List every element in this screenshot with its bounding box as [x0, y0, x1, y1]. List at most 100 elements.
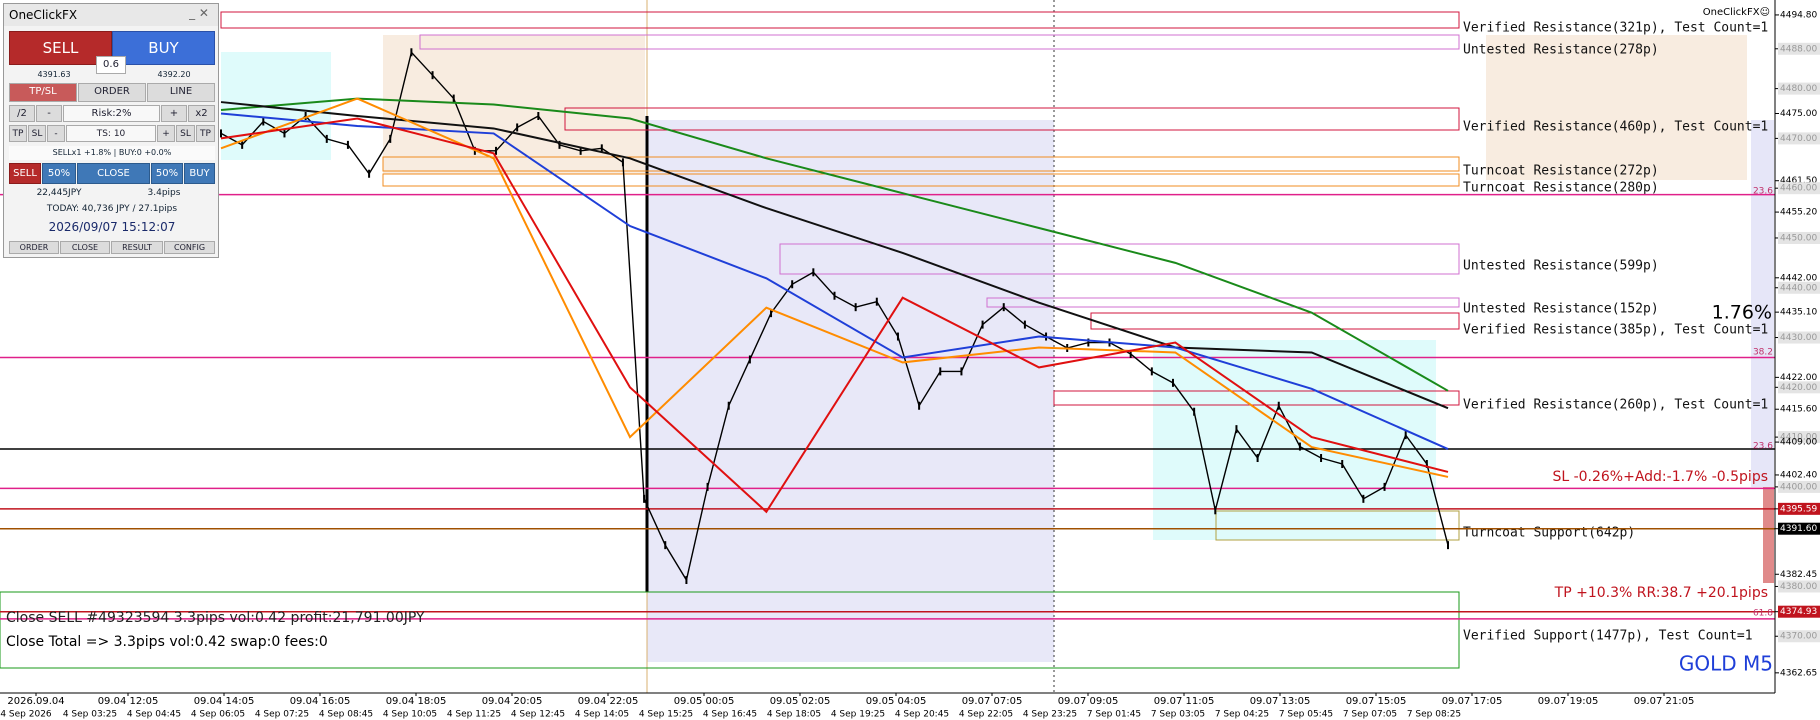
zone-label: Verified Resistance(460p), Test Count=1 — [1463, 120, 1768, 135]
time-label: 09.07 09:05 — [1058, 696, 1119, 707]
button[interactable]: SL — [28, 125, 46, 142]
time-label: 4 Sep 2026 — [0, 710, 52, 720]
price-label: 4420.00 — [1780, 383, 1817, 393]
shade — [1751, 120, 1774, 487]
time-label: 4 Sep 20:45 — [895, 710, 949, 720]
zone-label: Turncoat Support(642p) — [1463, 526, 1635, 541]
zone-box — [0, 591, 1460, 669]
time-label: 09.07 19:05 — [1538, 696, 1599, 707]
button[interactable]: x2 — [188, 105, 215, 122]
time-label: 7 Sep 05:45 — [1279, 710, 1333, 720]
shade — [1763, 487, 1774, 583]
bid: 4391.63 — [37, 70, 71, 79]
price-label: 4391.60 — [1780, 524, 1817, 534]
zone-label: Turncoat Resistance(280p) — [1463, 181, 1659, 196]
time-label: 09.04 12:05 — [98, 696, 159, 707]
footer-button[interactable]: CLOSE — [60, 241, 110, 254]
tab[interactable]: TP/SL — [9, 83, 77, 102]
shade — [1486, 35, 1747, 180]
time-label: 4 Sep 19:25 — [831, 710, 885, 720]
button[interactable]: /2 — [9, 105, 35, 122]
sell-button[interactable]: SELL — [9, 31, 112, 65]
moving-average — [220, 112, 1449, 450]
footer-button[interactable]: CONFIG — [164, 241, 215, 254]
button[interactable]: - — [36, 105, 62, 122]
price-label-box — [1778, 132, 1820, 145]
time-label: 4 Sep 06:05 — [191, 710, 245, 720]
time-label: 09.04 18:05 — [386, 696, 447, 707]
time-label: 4 Sep 22:05 — [959, 710, 1013, 720]
risk-input[interactable]: Risk:2% — [63, 105, 160, 122]
risk-percent: 1.76% — [1712, 302, 1772, 324]
button[interactable]: + — [161, 105, 187, 122]
close-buy[interactable]: BUY — [184, 163, 215, 184]
price-label: 4380.00 — [1780, 582, 1817, 592]
price-label-box — [1778, 331, 1820, 344]
price-label-box — [1778, 281, 1820, 294]
time-label: 4 Sep 14:05 — [575, 710, 629, 720]
footer-button[interactable]: ORDER — [9, 241, 59, 254]
time-label: 09.07 13:05 — [1250, 696, 1311, 707]
close-half[interactable]: 50% — [151, 163, 183, 184]
indicator-name: OneClickFX☺ — [1703, 7, 1770, 18]
price-label: 4440.00 — [1780, 283, 1817, 293]
trade-panel: OneClickFX _ ✕ SELL BUY 0.6 4391.63 4392… — [3, 3, 219, 258]
time-label: 2026.09.04 — [7, 696, 64, 707]
footer-button[interactable]: RESULT — [111, 241, 163, 254]
close-half[interactable]: 50% — [42, 163, 76, 184]
close-all[interactable]: CLOSE — [77, 163, 150, 184]
clock: 2026/09/07 15:12:07 — [48, 220, 176, 234]
buy-button[interactable]: BUY — [112, 31, 215, 65]
sl-text: SL -0.26%+Add:-1.7% -0.5pips — [1552, 469, 1768, 485]
button[interactable]: TP — [196, 125, 215, 142]
today: TODAY: 40,736 JPY / 27.1pips — [46, 204, 178, 214]
ts-input[interactable]: TS: 10 — [66, 125, 156, 142]
zone-box — [564, 107, 1460, 131]
symbol: GOLD M5 — [1679, 652, 1773, 676]
button[interactable]: SL — [176, 125, 195, 142]
zone-label: Verified Support(1477p), Test Count=1 — [1463, 629, 1753, 644]
price-label: 4382.45 — [1780, 570, 1817, 580]
time-label: 09.05 00:05 — [674, 696, 735, 707]
zone-box — [382, 156, 1460, 172]
time-label: 4 Sep 08:45 — [319, 710, 373, 720]
price-label: 4410.00 — [1780, 433, 1817, 443]
time-label: 09.04 20:05 — [482, 696, 543, 707]
button[interactable]: + — [157, 125, 175, 142]
window-controls[interactable]: _ ✕ — [189, 6, 209, 20]
price-label: 4470.00 — [1780, 134, 1817, 144]
time-label: 4 Sep 23:25 — [1023, 710, 1077, 720]
tab[interactable]: ORDER — [78, 83, 146, 102]
price-label: 4488.00 — [1780, 44, 1817, 54]
zone-label: Turncoat Resistance(272p) — [1463, 164, 1659, 179]
time-label: 4 Sep 07:25 — [255, 710, 309, 720]
time-label: 4 Sep 12:45 — [511, 710, 565, 720]
price-label: 4460.00 — [1780, 184, 1817, 194]
tp-text: TP +10.3% RR:38.7 +20.1pips — [1554, 585, 1768, 601]
time-label: 09.04 14:05 — [194, 696, 255, 707]
button[interactable]: TP — [9, 125, 27, 142]
tab[interactable]: LINE — [147, 83, 215, 102]
button[interactable]: - — [47, 125, 65, 142]
price-label-box — [1778, 630, 1820, 643]
price-label: 4374.93 — [1780, 607, 1817, 617]
price-label-box — [1778, 82, 1820, 95]
price-label: 4450.00 — [1780, 233, 1817, 243]
zone-box — [419, 34, 1460, 50]
price-label-box — [1778, 42, 1820, 55]
time-label: 09.07 17:05 — [1442, 696, 1503, 707]
zones: Verified Resistance(321p), Test Count=1 U… — [0, 11, 1768, 669]
time-label: 4 Sep 04:45 — [127, 710, 181, 720]
price-label: 4475.00 — [1780, 109, 1817, 119]
time-label: 09.05 02:05 — [770, 696, 831, 707]
time-label: 09.04 22:05 — [578, 696, 639, 707]
time-label: 4 Sep 11:25 — [447, 710, 501, 720]
close-sell[interactable]: SELL — [9, 163, 41, 184]
fib-label: 23.6 — [1753, 187, 1773, 197]
price-label: 4422.00 — [1780, 373, 1817, 383]
lot-input[interactable]: 0.6 — [96, 56, 126, 74]
time-label: 4 Sep 18:05 — [767, 710, 821, 720]
price-label: 4442.00 — [1780, 273, 1817, 283]
price-label: 4435.10 — [1780, 308, 1817, 318]
